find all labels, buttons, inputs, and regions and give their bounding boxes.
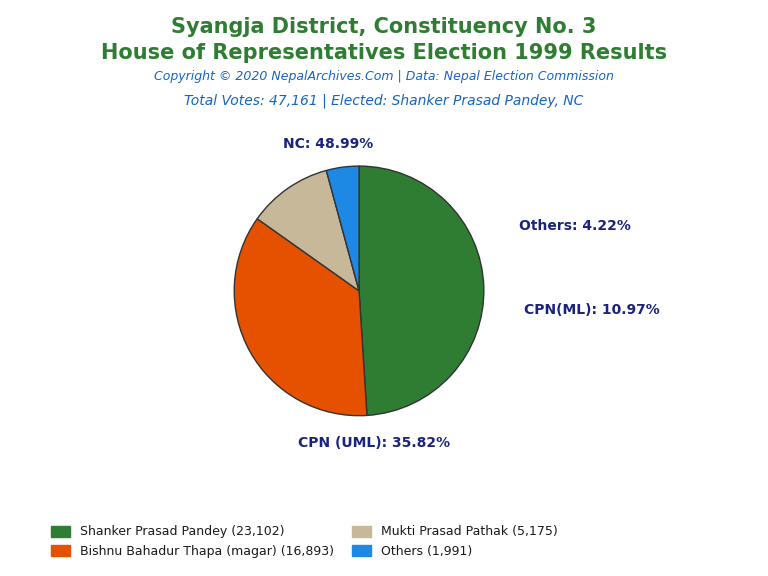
Text: Total Votes: 47,161 | Elected: Shanker Prasad Pandey, NC: Total Votes: 47,161 | Elected: Shanker P… [184,93,584,108]
Wedge shape [326,166,359,291]
Wedge shape [234,219,367,416]
Text: NC: 48.99%: NC: 48.99% [283,137,373,150]
Text: Copyright © 2020 NepalArchives.Com | Data: Nepal Election Commission: Copyright © 2020 NepalArchives.Com | Dat… [154,70,614,84]
Text: CPN(ML): 10.97%: CPN(ML): 10.97% [524,302,660,317]
Text: House of Representatives Election 1999 Results: House of Representatives Election 1999 R… [101,43,667,63]
Text: Others: 4.22%: Others: 4.22% [519,219,631,233]
Wedge shape [359,166,484,415]
Legend: Shanker Prasad Pandey (23,102), Bishnu Bahadur Thapa (magar) (16,893), Mukti Pra: Shanker Prasad Pandey (23,102), Bishnu B… [45,519,564,564]
Wedge shape [257,170,359,291]
Text: Syangja District, Constituency No. 3: Syangja District, Constituency No. 3 [171,17,597,37]
Text: CPN (UML): 35.82%: CPN (UML): 35.82% [298,436,450,450]
